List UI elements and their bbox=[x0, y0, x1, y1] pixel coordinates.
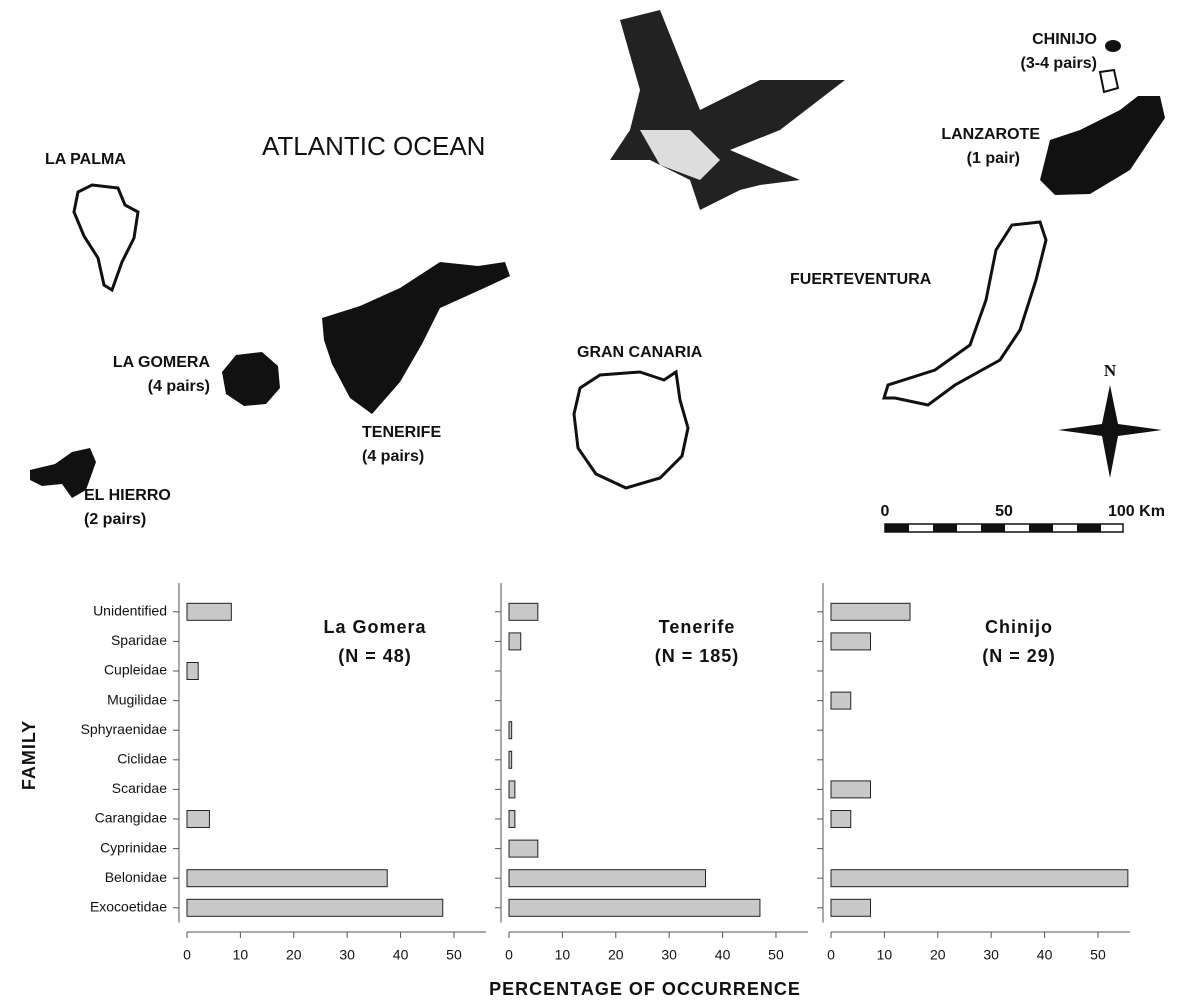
bar bbox=[186, 898, 444, 917]
island-pairs: (4 pairs) bbox=[362, 448, 424, 465]
bar bbox=[508, 632, 522, 651]
y-tick-label: Belonidae bbox=[105, 869, 167, 885]
island-la-palma bbox=[72, 183, 140, 293]
x-tick-label: 0 bbox=[827, 947, 835, 963]
x-tick-label: 30 bbox=[661, 947, 677, 963]
island-pairs: (1 pair) bbox=[967, 150, 1020, 167]
y-axis-label: FAMILY bbox=[19, 720, 39, 790]
osprey-belly bbox=[640, 130, 720, 180]
bar bbox=[508, 898, 761, 917]
island-chinijo bbox=[1105, 40, 1121, 52]
bar bbox=[830, 691, 852, 710]
island-fuerteventura bbox=[881, 220, 1048, 407]
bar bbox=[186, 810, 210, 828]
y-tick-label: Cyprinidae bbox=[100, 839, 167, 855]
island-pairs: (2 pairs) bbox=[84, 511, 146, 528]
ocean-label: ATLANTIC OCEAN bbox=[262, 131, 485, 161]
island-label: LA GOMERA bbox=[113, 354, 211, 371]
y-tick-label: Ciclidae bbox=[117, 751, 167, 767]
bar bbox=[830, 898, 872, 917]
y-tick-label: Carangidae bbox=[95, 810, 168, 826]
bar bbox=[508, 839, 539, 858]
chart-title: Tenerife bbox=[659, 617, 736, 637]
island-pairs: (4 pairs) bbox=[148, 378, 210, 395]
x-tick-label: 40 bbox=[393, 947, 409, 963]
y-tick-label: Sparidae bbox=[111, 632, 167, 648]
island-gran-canaria bbox=[572, 369, 690, 490]
y-tick-label: Sphyraenidae bbox=[81, 721, 168, 737]
y-tick-label: Exocoetidae bbox=[90, 899, 167, 915]
bar bbox=[186, 869, 388, 888]
x-tick-label: 20 bbox=[608, 947, 624, 963]
scale-bar bbox=[884, 523, 1124, 533]
x-tick-label: 50 bbox=[446, 947, 462, 963]
x-tick-label: 30 bbox=[983, 947, 999, 963]
chart-subtitle: (N = 29) bbox=[982, 646, 1056, 666]
bar bbox=[186, 662, 199, 680]
bar bbox=[830, 602, 911, 621]
x-tick-label: 20 bbox=[286, 947, 302, 963]
island-label: TENERIFE bbox=[362, 424, 441, 441]
scale-label: 100 Km bbox=[1108, 503, 1165, 520]
x-tick-label: 40 bbox=[715, 947, 731, 963]
island-label: FUERTEVENTURA bbox=[790, 271, 932, 288]
island-la-gomera bbox=[222, 352, 280, 406]
chart-title: La Gomera bbox=[323, 617, 426, 637]
island-pairs: (3-4 pairs) bbox=[1021, 55, 1097, 72]
x-tick-label: 10 bbox=[233, 947, 249, 963]
scale-label: 0 bbox=[881, 503, 890, 520]
x-tick-label: 50 bbox=[1090, 947, 1106, 963]
x-tick-label: 40 bbox=[1037, 947, 1053, 963]
island-label: EL HIERRO bbox=[84, 487, 171, 504]
bar bbox=[508, 750, 513, 769]
bar bbox=[830, 632, 872, 651]
island-label: CHINIJO bbox=[1032, 31, 1097, 48]
bar bbox=[508, 602, 539, 621]
bar bbox=[830, 869, 1129, 888]
bar bbox=[830, 780, 872, 799]
bar bbox=[508, 869, 706, 888]
y-tick-label: Mugilidae bbox=[107, 691, 167, 707]
map: ATLANTIC OCEAN LA PALMA LA GOMERA (4 pai… bbox=[30, 10, 1165, 533]
island-label: LANZAROTE bbox=[941, 126, 1040, 143]
x-tick-label: 50 bbox=[768, 947, 784, 963]
island-tenerife bbox=[322, 262, 510, 414]
bar bbox=[830, 810, 852, 828]
x-tick-label: 10 bbox=[555, 947, 571, 963]
osprey bbox=[610, 10, 845, 210]
island-label: GRAN CANARIA bbox=[577, 344, 703, 361]
y-tick-label: Scaridae bbox=[112, 780, 167, 796]
x-tick-label: 10 bbox=[877, 947, 893, 963]
y-tick-label: Unidentified bbox=[93, 603, 167, 619]
bar bbox=[508, 721, 513, 740]
chart-subtitle: (N = 185) bbox=[655, 646, 740, 666]
island-lanzarote bbox=[1040, 96, 1165, 195]
chart-subtitle: (N = 48) bbox=[338, 646, 412, 666]
x-tick-label: 0 bbox=[183, 947, 191, 963]
scale-label: 50 bbox=[995, 503, 1013, 520]
x-tick-label: 0 bbox=[505, 947, 513, 963]
bar bbox=[186, 602, 232, 621]
island-graciosa bbox=[1098, 68, 1120, 94]
x-tick-label: 30 bbox=[339, 947, 355, 963]
x-axis-label: PERCENTAGE OF OCCURRENCE bbox=[489, 979, 801, 999]
island-label: LA PALMA bbox=[45, 151, 126, 168]
north-label: N bbox=[1104, 361, 1117, 380]
compass-rose bbox=[1058, 385, 1162, 478]
x-tick-label: 20 bbox=[930, 947, 946, 963]
chart-title: Chinijo bbox=[985, 617, 1053, 637]
island-el-hierro bbox=[30, 448, 96, 498]
bar bbox=[508, 810, 516, 828]
bar bbox=[508, 780, 516, 799]
y-tick-label: Cupleidae bbox=[104, 662, 167, 678]
